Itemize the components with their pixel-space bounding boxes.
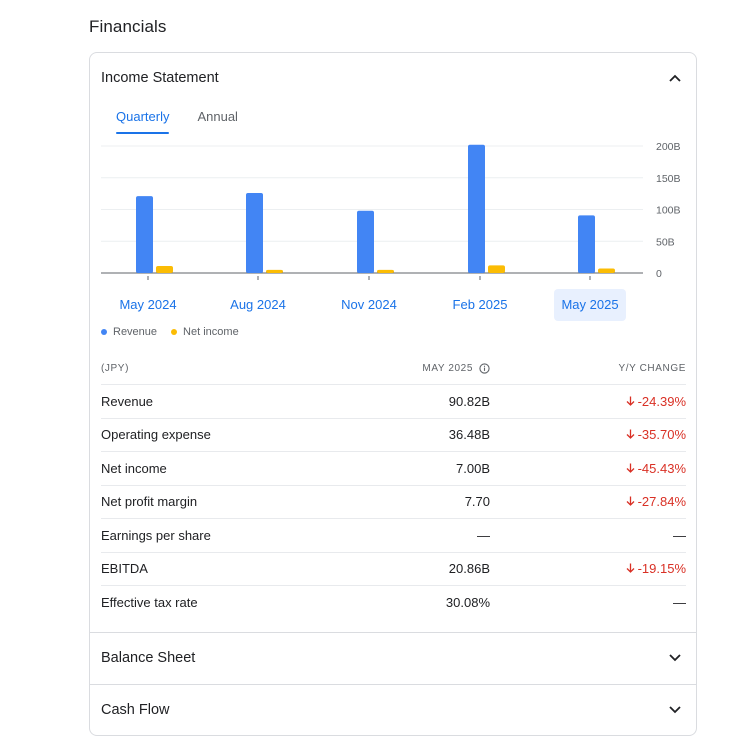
cash-flow-title: Cash Flow xyxy=(101,702,170,718)
period-labels: May 2024 Aug 2024 Nov 2024 Feb 2025 May 2025 xyxy=(90,289,696,321)
income-statement-title: Income Statement xyxy=(101,70,219,86)
table-row: Net profit margin 7.70 -27.84% xyxy=(101,486,686,519)
table-row: EBITDA 20.86B -19.15% xyxy=(101,553,686,586)
header-period: MAY 2025 xyxy=(301,363,490,374)
row-label: EBITDA xyxy=(101,561,148,577)
chevron-down-icon[interactable] xyxy=(668,651,682,665)
balance-sheet-title: Balance Sheet xyxy=(101,650,196,666)
chart-legend: Revenue Net income xyxy=(101,326,253,338)
revenue-bar xyxy=(246,192,263,273)
tab-annual[interactable]: Annual xyxy=(197,109,238,124)
y-tick-label: 0 xyxy=(656,268,662,280)
revenue-chart: 200B 150B 100B 50B 0 xyxy=(101,141,681,280)
period-label[interactable]: May 2024 xyxy=(119,297,177,312)
y-tick-label: 100B xyxy=(656,205,681,217)
arrow-down-icon xyxy=(626,427,635,442)
header-change: Y/Y CHANGE xyxy=(618,363,686,374)
legend-label-revenue: Revenue xyxy=(113,326,158,338)
y-tick-label: 150B xyxy=(656,173,681,185)
row-label: Revenue xyxy=(101,393,154,409)
row-change: — xyxy=(490,595,686,610)
table-row: Revenue 90.82B -24.39% xyxy=(101,385,686,419)
page-title: Financials xyxy=(89,17,167,36)
arrow-down-icon xyxy=(626,461,635,476)
row-change: -19.15% xyxy=(490,561,686,576)
row-value: 36.48B xyxy=(448,427,490,443)
row-change-value: — xyxy=(673,595,686,611)
row-label: Net profit margin xyxy=(101,494,198,510)
period-label[interactable]: May 2025 xyxy=(554,289,626,321)
y-tick-label: 200B xyxy=(656,141,681,153)
header-currency: (JPY) xyxy=(101,363,129,374)
tab-quarterly[interactable]: Quarterly xyxy=(116,109,170,134)
row-label: Operating expense xyxy=(101,427,211,443)
net-income-bar xyxy=(156,266,173,273)
chevron-down-icon[interactable] xyxy=(668,703,682,717)
table-header: (JPY) MAY 2025 Y/Y CHANGE xyxy=(101,353,686,385)
legend-net-income: Net income xyxy=(171,326,239,338)
row-change-value: -35.70% xyxy=(637,427,686,443)
period-tabs: Quarterly Annual xyxy=(116,109,238,134)
row-change: — xyxy=(490,528,686,543)
row-change-value: -27.84% xyxy=(637,494,686,510)
arrow-down-icon xyxy=(626,494,635,509)
y-tick-label: 50B xyxy=(656,236,675,248)
header-period-label: MAY 2025 xyxy=(422,363,473,374)
revenue-bar xyxy=(578,215,595,273)
cash-flow-header[interactable]: Cash Flow xyxy=(90,695,696,725)
balance-sheet-header[interactable]: Balance Sheet xyxy=(90,643,696,673)
row-change-value: -45.43% xyxy=(637,460,686,476)
legend-dot-revenue xyxy=(101,329,107,335)
period-label[interactable]: Nov 2024 xyxy=(341,297,397,312)
row-change: -35.70% xyxy=(490,427,686,442)
period-label[interactable]: Feb 2025 xyxy=(452,297,508,312)
income-statement-header[interactable]: Income Statement xyxy=(90,63,696,93)
row-change: -45.43% xyxy=(490,461,686,476)
arrow-down-icon xyxy=(626,394,635,409)
net-income-bar xyxy=(598,268,615,273)
income-table: (JPY) MAY 2025 Y/Y CHANGE Revenue 90.82B -… xyxy=(101,353,686,620)
row-label: Effective tax rate xyxy=(101,595,198,611)
row-value: — xyxy=(477,527,490,543)
row-value: 90.82B xyxy=(448,393,490,409)
table-row: Earnings per share — — xyxy=(101,519,686,553)
legend-label-net-income: Net income xyxy=(183,326,239,338)
period-label[interactable]: Aug 2024 xyxy=(230,297,286,312)
net-income-bar xyxy=(377,269,394,273)
divider xyxy=(90,684,696,685)
row-change-value: -19.15% xyxy=(637,561,686,577)
revenue-bar xyxy=(468,144,485,273)
revenue-bar xyxy=(136,196,153,273)
row-change-value: — xyxy=(673,527,686,543)
row-value: 7.70 xyxy=(464,494,490,510)
net-income-bar xyxy=(266,269,283,273)
row-label: Net income xyxy=(101,460,167,476)
info-icon[interactable] xyxy=(479,363,490,374)
divider xyxy=(90,632,696,633)
row-value: 30.08% xyxy=(445,595,490,611)
legend-revenue: Revenue xyxy=(101,326,157,338)
legend-dot-net-income xyxy=(171,329,178,335)
row-value: 20.86B xyxy=(448,561,490,577)
row-label: Earnings per share xyxy=(101,527,211,543)
net-income-bar xyxy=(488,265,505,273)
row-change: -27.84% xyxy=(490,494,686,509)
row-value: 7.00B xyxy=(456,460,490,476)
row-change-value: -24.39% xyxy=(637,393,686,409)
table-row: Operating expense 36.48B -35.70% xyxy=(101,419,686,452)
row-change: -24.39% xyxy=(490,394,686,409)
table-row: Effective tax rate 30.08% — xyxy=(101,586,686,620)
financials-card: Income Statement Quarterly Annual 200B 15… xyxy=(89,52,697,736)
chevron-up-icon[interactable] xyxy=(668,71,682,85)
table-body: Revenue 90.82B -24.39% Operating expense 36.… xyxy=(101,385,686,620)
revenue-bar xyxy=(357,210,374,273)
table-row: Net income 7.00B -45.43% xyxy=(101,452,686,486)
arrow-down-icon xyxy=(626,561,635,576)
